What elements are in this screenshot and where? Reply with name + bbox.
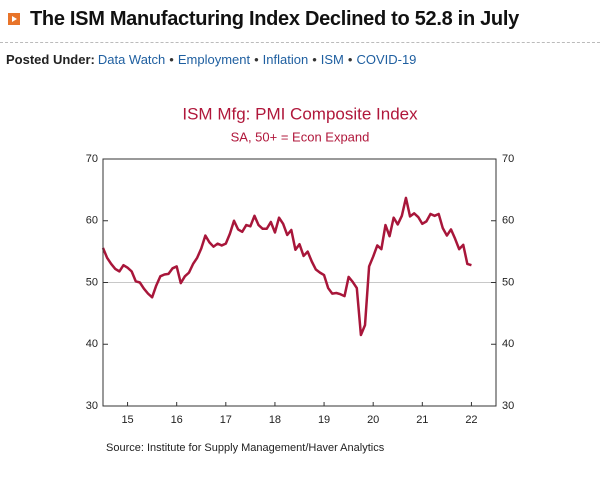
tag-links: Data Watch • Employment • Inflation • ISM • COVI… (98, 52, 417, 67)
chart-subtitle: SA, 50+ = Econ Expand (231, 129, 370, 144)
posted-label: Posted Under: (6, 52, 95, 67)
y2-tick-label: 50 (502, 276, 514, 288)
tag-link[interactable]: Inflation (262, 52, 309, 67)
x-tick-label: 21 (416, 414, 428, 426)
y-tick-label: 40 (86, 338, 98, 350)
tag-link[interactable]: ISM (320, 52, 344, 67)
plot-frame (102, 158, 497, 407)
y2-tick-label: 60 (502, 215, 514, 227)
tag-link[interactable]: COVID-19 (356, 52, 417, 67)
x-tick-label: 20 (367, 414, 379, 426)
y-tick-label: 30 (86, 400, 98, 412)
x-tick-label: 19 (318, 414, 330, 426)
separator: • (254, 52, 259, 67)
y-tick-label: 50 (86, 276, 98, 288)
x-tick-label: 15 (121, 414, 133, 426)
tag-link[interactable]: Data Watch (97, 52, 166, 67)
separator: • (347, 52, 353, 67)
section-icon (8, 13, 20, 25)
posted-under: Posted Under: Data Watch • Employment • Infla… (6, 52, 416, 67)
y2-tick-label: 70 (502, 153, 514, 165)
x-tick-label: 22 (465, 414, 477, 426)
tag-link[interactable]: Employment (177, 52, 251, 67)
page-title: The ISM Manufacturing Index Declined to … (30, 8, 519, 30)
y2-tick-label: 30 (502, 400, 514, 412)
chart-title: ISM Mfg: PMI Composite Index (182, 104, 418, 123)
y-tick-label: 70 (86, 153, 98, 165)
y-tick-label: 60 (86, 215, 98, 227)
x-tick-label: 17 (220, 414, 232, 426)
divider (0, 42, 600, 43)
y2-tick-label: 40 (502, 338, 514, 350)
chart-source: Source: Institute for Supply Management/… (106, 442, 385, 454)
separator: • (169, 52, 174, 67)
x-tick-label: 16 (171, 414, 183, 426)
x-tick-label: 18 (269, 414, 281, 426)
data-line (101, 196, 472, 337)
separator: • (312, 52, 317, 67)
